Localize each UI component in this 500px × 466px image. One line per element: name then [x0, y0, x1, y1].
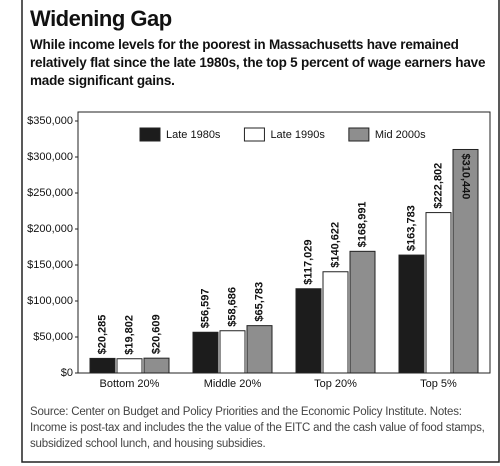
- legend-label: Late 1980s: [166, 129, 221, 141]
- value-label: $56,597: [199, 288, 211, 328]
- y-tick-label: $50,000: [33, 331, 73, 343]
- y-tick-label: $250,000: [27, 187, 73, 199]
- x-tick-label: Bottom 20%: [100, 378, 160, 390]
- chart-title: Widening Gap: [30, 6, 172, 31]
- bar: [89, 357, 116, 374]
- value-label: $222,802: [432, 163, 444, 209]
- chart-subtitle: While income levels for the poorest in M…: [30, 37, 486, 88]
- value-label: $20,285: [96, 315, 108, 355]
- y-tick-label: $100,000: [27, 295, 73, 307]
- value-label: $117,029: [302, 239, 314, 284]
- bar: [246, 325, 273, 374]
- bar: [425, 212, 452, 374]
- bar: [116, 358, 143, 374]
- x-tick-label: Top 20%: [314, 378, 357, 390]
- x-tick-label: Middle 20%: [204, 378, 262, 390]
- bar: [295, 288, 322, 374]
- bar: [192, 331, 219, 374]
- value-label: $310,440: [460, 153, 472, 199]
- y-tick-label: $150,000: [27, 259, 73, 271]
- value-label: $65,783: [253, 282, 265, 322]
- bar: [349, 250, 376, 374]
- value-label: $140,622: [329, 222, 341, 268]
- bar: [219, 330, 246, 374]
- plot-frame: [77, 111, 491, 374]
- x-tick-label: Top 5%: [420, 378, 457, 390]
- legend-label: Late 1990s: [270, 129, 325, 141]
- source-note: Source: Center on Budget and Policy Prio…: [30, 406, 485, 450]
- frame: [21, 0, 500, 463]
- value-label: $58,686: [226, 287, 238, 327]
- legend-label: Mid 2000s: [375, 129, 426, 141]
- y-tick-label: $350,000: [27, 115, 73, 127]
- value-label: $19,802: [123, 315, 135, 355]
- legend-swatch: [243, 127, 265, 142]
- value-label: $20,609: [150, 314, 162, 354]
- bar: [322, 271, 349, 374]
- value-label: $168,991: [356, 201, 368, 247]
- legend-swatch: [139, 127, 161, 142]
- bar: [398, 254, 425, 374]
- y-tick-label: $300,000: [27, 151, 73, 163]
- y-tick-label: $200,000: [27, 223, 73, 235]
- bar: [452, 148, 479, 374]
- y-tick-label: $0: [61, 367, 73, 379]
- bar: [143, 357, 170, 374]
- legend-swatch: [348, 127, 370, 142]
- value-label: $163,783: [405, 205, 417, 251]
